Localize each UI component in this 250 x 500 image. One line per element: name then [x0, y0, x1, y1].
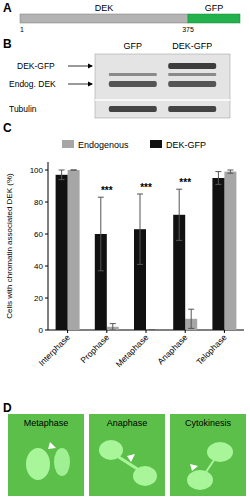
- band: [168, 73, 216, 76]
- error-bar: [59, 170, 65, 180]
- x-tick-label: Metaphase: [114, 332, 151, 369]
- band-label: Tubulin: [9, 104, 37, 114]
- bridge: [206, 460, 214, 472]
- x-tick: [146, 330, 147, 333]
- bar: [212, 178, 224, 330]
- image-label: Anaphase: [107, 418, 148, 428]
- legend-swatch: [150, 140, 162, 148]
- lane-label: GFP: [124, 41, 143, 51]
- error-bar: [98, 197, 104, 271]
- legend-swatch: [62, 140, 74, 148]
- bar: [56, 175, 68, 330]
- legend-label: DEK-GFP: [166, 140, 206, 150]
- micrograph: Cytokinesis: [170, 414, 246, 496]
- band-label: Endog. DEK: [9, 79, 56, 89]
- x-tick: [224, 330, 225, 333]
- micrograph: Metaphase: [8, 414, 84, 496]
- panel-letter: D: [3, 401, 12, 415]
- bar: [68, 170, 80, 330]
- panel-letter: C: [3, 121, 12, 135]
- image-background: [89, 414, 165, 496]
- image-background: [170, 414, 246, 496]
- error-bar: [110, 324, 116, 330]
- y-tick-label: 20: [34, 294, 43, 303]
- error-bar: [188, 309, 194, 328]
- lane-label: DEK-GFP: [172, 41, 212, 51]
- y-tick: [45, 330, 48, 331]
- plot-area: [56, 170, 237, 330]
- image-background: [8, 414, 84, 496]
- y-tick: [45, 298, 48, 299]
- error-bar: [71, 170, 77, 171]
- image-label: Metaphase: [24, 418, 69, 428]
- x-tick-label: Anaphase: [155, 332, 189, 366]
- x-tick-label: Telophase: [194, 332, 229, 367]
- y-tick-label: 100: [30, 166, 44, 175]
- error-bar: [176, 189, 182, 240]
- x-tick: [106, 330, 107, 333]
- legend-label: Endogenous: [78, 140, 129, 150]
- panel-letter: A: [3, 1, 12, 15]
- y-axis: [48, 162, 49, 330]
- y-tick-label: 60: [34, 230, 43, 239]
- error-bar: [149, 330, 155, 331]
- micrograph: Anaphase: [89, 414, 165, 496]
- blot-divider: [95, 99, 230, 101]
- band: [109, 73, 157, 76]
- arrowhead: [190, 464, 198, 471]
- band: [109, 81, 157, 87]
- error-bar: [227, 170, 233, 173]
- x-tick: [67, 330, 68, 333]
- gfp-domain: [188, 14, 240, 23]
- y-tick: [45, 202, 48, 203]
- domain-label: DEK: [95, 3, 114, 13]
- y-tick: [45, 266, 48, 267]
- significance: ***: [101, 185, 113, 196]
- bar: [224, 172, 236, 330]
- y-tick: [45, 234, 48, 235]
- chromatin: [54, 448, 70, 476]
- y-tick-label: 0: [39, 326, 44, 335]
- y-tick: [45, 170, 48, 171]
- chromatin: [26, 448, 50, 480]
- y-tick-label: 40: [34, 262, 43, 271]
- band: [109, 106, 157, 112]
- blot-membrane: [95, 54, 230, 118]
- panel-letter: B: [3, 37, 12, 51]
- chromatin: [187, 470, 213, 490]
- band: [168, 81, 216, 87]
- x-tick-label: Prophase: [78, 332, 111, 365]
- error-bar: [137, 194, 143, 264]
- position-label: 375: [182, 26, 194, 33]
- domain-label: GFP: [205, 3, 224, 13]
- band-arrowhead: [88, 82, 93, 87]
- band: [168, 106, 216, 112]
- x-tick-label: Interphase: [37, 332, 73, 368]
- bridge: [117, 456, 139, 470]
- chromatin: [207, 442, 233, 462]
- band-arrowhead: [88, 64, 93, 69]
- image-label: Cytokinesis: [185, 418, 232, 428]
- figure: A B C D DEK GFP 1 375 GFP DEK-GFP DEK-GFP Endog. DE…: [0, 0, 250, 500]
- bar: [146, 330, 158, 331]
- significance: ***: [179, 177, 191, 188]
- significance: ***: [140, 182, 152, 193]
- dek-domain: [20, 14, 188, 23]
- band-label: DEK-GFP: [17, 61, 55, 71]
- y-axis-label: Cells with chromatin associated DEK (%): [5, 173, 14, 319]
- y-tick-label: 80: [34, 198, 43, 207]
- band: [168, 63, 216, 69]
- arrowhead: [48, 442, 56, 449]
- x-tick: [185, 330, 186, 333]
- error-bar: [215, 172, 221, 185]
- arrowhead: [127, 454, 135, 462]
- position-label: 1: [20, 26, 24, 33]
